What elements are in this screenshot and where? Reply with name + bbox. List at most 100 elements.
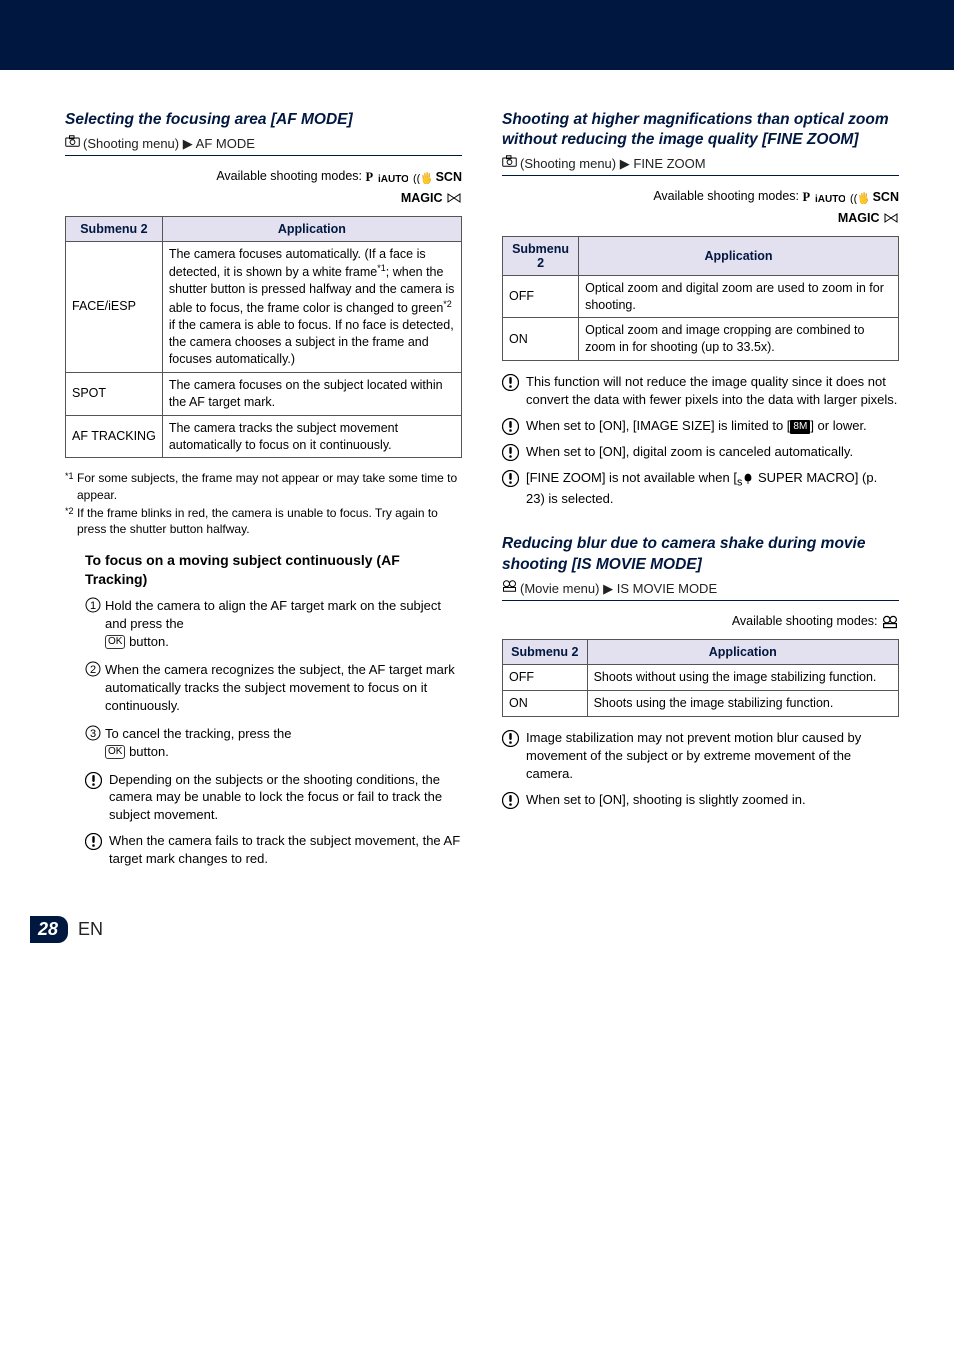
right-column: Shooting at higher magnifications than o… [502,110,899,876]
sup1: *1 [377,263,386,273]
cell-sub: ON [503,691,588,717]
fine-zoom-title: Shooting at higher magnifications than o… [502,110,899,150]
mode-icons-row1: P iAUTO ((🖐)) SCN [803,187,900,207]
th-application: Application [162,216,461,241]
cell-app: Optical zoom and digital zoom are used t… [579,275,899,318]
step-num-icon: 2 [85,661,101,677]
step-text: When the camera recognizes the subject, … [105,662,455,713]
movie-mode-icon [881,611,899,631]
note: Depending on the subjects or the shootin… [85,771,462,825]
avail-label: Available shooting modes: [653,189,799,203]
tulip-icon [742,473,754,485]
af-mode-menu-path: (Shooting menu) ▶ AF MODE [65,134,462,156]
table-row: FACE/iESP The camera focuses automatical… [66,241,462,372]
is-movie-available-modes: Available shooting modes: [502,611,899,632]
note: When set to [ON], [IMAGE SIZE] is limite… [502,417,899,435]
footnotes: *1 For some subjects, the frame may not … [65,470,462,537]
footnote: *1 For some subjects, the frame may not … [77,470,462,502]
is-movie-title: Reducing blur due to camera shake during… [502,534,899,574]
note: When the camera fails to track the subje… [85,832,462,868]
step-text: Hold the camera to align the AF target m… [105,598,441,631]
note-text: [FINE ZOOM] is not available when [ [526,470,737,485]
camera-icon [65,135,80,150]
tracking-steps: 1 Hold the camera to align the AF target… [85,597,462,761]
cell-app: The camera tracks the subject movement a… [162,415,461,458]
table-row: AF TRACKING The camera tracks the subjec… [66,415,462,458]
ok-button-icon: OK [105,635,125,649]
svg-text:1: 1 [90,600,96,612]
is-movie-notes: Image stabilization may not prevent moti… [502,729,899,809]
exclamation-icon [502,730,519,747]
svg-text:3: 3 [90,728,96,740]
exclamation-icon [502,470,519,487]
avail-label: Available shooting modes: [216,169,362,183]
language-label: EN [78,919,103,940]
exclamation-icon [502,444,519,461]
fine-zoom-table: Submenu 2 Application OFF Optical zoom a… [502,236,899,362]
fine-zoom-notes: This function will not reduce the image … [502,373,899,508]
step-1: 1 Hold the camera to align the AF target… [85,597,462,651]
arrow-icon: ▶ [603,581,613,596]
cell-sub: SPOT [66,372,163,415]
avail-label: Available shooting modes: [732,614,878,628]
af-tracking-heading: To focus on a moving subject continuousl… [85,551,462,589]
step-text: button. [129,634,169,649]
cell-sub: OFF [503,275,579,318]
note-text: When set to [ON], [IMAGE SIZE] is limite… [526,418,790,433]
svg-text:iAUTO: iAUTO [815,194,845,204]
menu-prefix: (Movie menu) [520,581,599,596]
note: This function will not reduce the image … [502,373,899,409]
txt: if the camera is able to focus. If no fa… [169,318,454,366]
exclamation-icon [85,833,102,850]
svg-text:2: 2 [90,664,96,676]
is-movie-table: Submenu 2 Application OFF Shoots without… [502,639,899,717]
note-text: ] or lower. [810,418,866,433]
fn-mark: *1 [65,470,74,482]
cell-sub: FACE/iESP [66,241,163,372]
fine-zoom-available-modes: Available shooting modes: P iAUTO ((🖐)) … [502,186,899,227]
mode-icons-row2: MAGIC [401,188,462,208]
exclamation-icon [502,418,519,435]
note-text: When the camera fails to track the subje… [109,833,460,866]
step-text: To cancel the tracking, press the [105,726,291,741]
table-row: OFF Optical zoom and digital zoom are us… [503,275,899,318]
menu-item: AF MODE [196,136,255,151]
svg-text:iAUTO: iAUTO [378,174,408,184]
cell-app: Shoots without using the image stabilizi… [587,665,898,691]
arrow-icon: ▶ [183,136,193,151]
sup2: *2 [443,299,452,309]
page-number-badge: 28 [30,916,68,943]
step-3: 3 To cancel the tracking, press the OK b… [85,725,462,761]
table-row: SPOT The camera focuses on the subject l… [66,372,462,415]
th-submenu: Submenu 2 [503,236,579,275]
tracking-notes: Depending on the subjects or the shootin… [65,771,462,869]
mode-icons-row1: P iAUTO ((🖐)) SCN [366,167,463,187]
fine-zoom-menu-path: (Shooting menu) ▶ FINE ZOOM [502,154,899,176]
cell-sub: AF TRACKING [66,415,163,458]
note-text: When set to [ON], shooting is slightly z… [526,792,806,807]
left-column: Selecting the focusing area [AF MODE] (S… [65,110,462,876]
cell-sub: ON [503,318,579,361]
is-movie-menu-path: (Movie menu) ▶ IS MOVIE MODE [502,579,899,601]
camera-icon [502,155,517,170]
footnote: *2 If the frame blinks in red, the camer… [77,505,462,537]
header-band [0,0,954,70]
table-row: ON Shoots using the image stabilizing fu… [503,691,899,717]
exclamation-icon [502,374,519,391]
note: When set to [ON], digital zoom is cancel… [502,443,899,461]
cell-app: The camera focuses on the subject locate… [162,372,461,415]
af-mode-table: Submenu 2 Application FACE/iESP The came… [65,216,462,459]
menu-item: IS MOVIE MODE [617,581,717,596]
cell-sub: OFF [503,665,588,691]
table-row: ON Optical zoom and image cropping are c… [503,318,899,361]
mode-icons-row2: MAGIC [838,208,899,228]
menu-prefix: (Shooting menu) [83,136,179,151]
note-text: Image stabilization may not prevent moti… [526,730,861,781]
step-num-icon: 3 [85,725,101,741]
th-application: Application [579,236,899,275]
eight-m-badge: 8M [790,420,810,434]
th-application: Application [587,640,898,665]
exclamation-icon [85,772,102,789]
exclamation-icon [502,792,519,809]
table-row: OFF Shoots without using the image stabi… [503,665,899,691]
